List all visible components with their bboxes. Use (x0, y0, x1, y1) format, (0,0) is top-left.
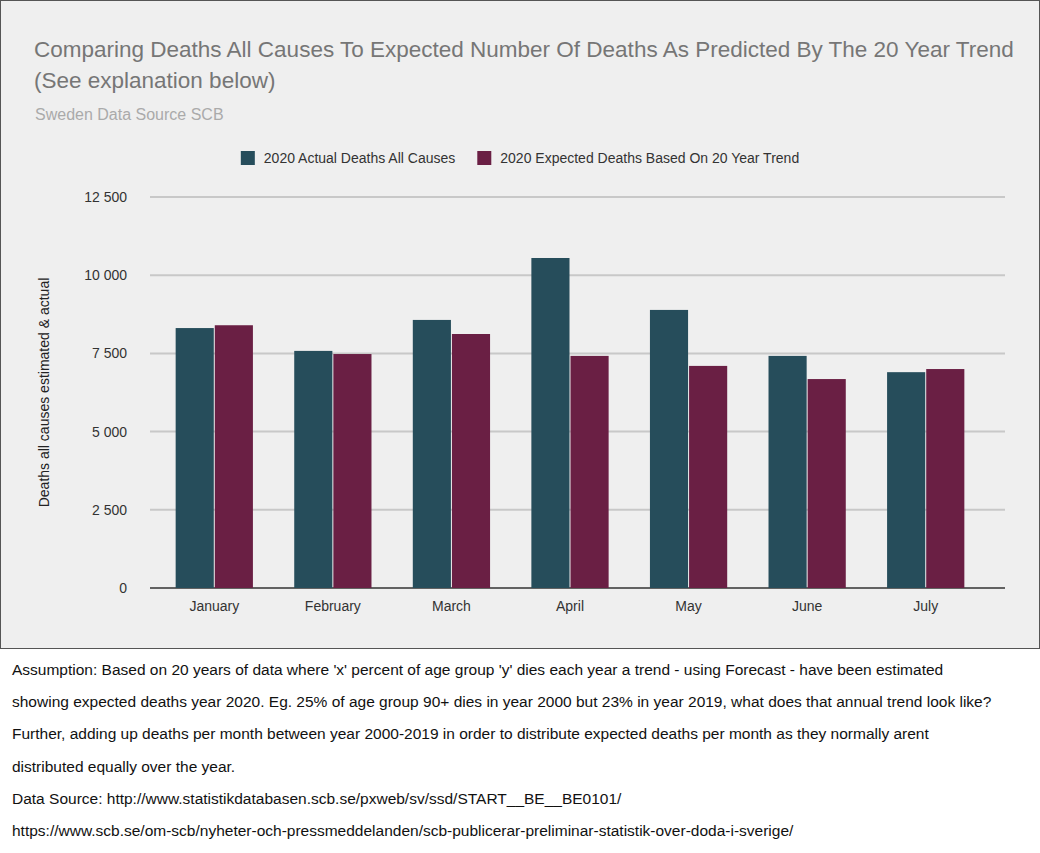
bar (452, 334, 490, 588)
y-tick-label: 0 (119, 580, 127, 596)
bar (926, 369, 964, 588)
legend-label: 2020 Actual Deaths All Causes (264, 150, 455, 166)
bar (333, 354, 371, 588)
note-line: distributed equally over the year. (12, 758, 235, 776)
x-axis: January February March April May June July (189, 598, 938, 614)
x-tick-label: February (305, 598, 361, 614)
y-tick-label: 7 500 (92, 345, 127, 361)
bar (689, 366, 727, 588)
x-tick-label: March (432, 598, 471, 614)
grid-line (150, 196, 1005, 198)
y-axis-label: Deaths all causes estimated & actual (36, 278, 52, 508)
y-tick-label: 12 500 (84, 189, 127, 205)
y-axis: 0 2 500 5 000 7 500 10 000 12 500 (84, 189, 1005, 596)
x-tick-label: April (556, 598, 584, 614)
chart-svg: 0 2 500 5 000 7 500 10 000 12 500 Deaths all c… (0, 0, 1040, 648)
bar (215, 325, 253, 588)
bar (413, 320, 451, 588)
note-line: Data Source: http://www.statistikdatabas… (12, 790, 621, 808)
note-line: showing expected deaths year 2020. Eg. 2… (12, 693, 991, 711)
bar (176, 328, 214, 588)
y-tick-label: 2 500 (92, 502, 127, 518)
y-tick-label: 10 000 (84, 267, 127, 283)
chart-subtitle: Sweden Data Source SCB (35, 106, 224, 124)
note-line: Further, adding up deaths per month betw… (12, 725, 929, 743)
grid-line (150, 274, 1005, 276)
bar (294, 351, 332, 588)
bars (176, 258, 965, 588)
chart-panel (0, 0, 1040, 649)
note-line: Assumption: Based on 20 years of data wh… (12, 661, 943, 679)
x-tick-label: May (675, 598, 701, 614)
bar (531, 258, 569, 588)
legend-label: 2020 Expected Deaths Based On 20 Year Tr… (500, 150, 799, 166)
legend-swatch (477, 151, 491, 165)
legend-swatch (241, 151, 255, 165)
bar (571, 356, 609, 588)
y-tick-label: 5 000 (92, 424, 127, 440)
chart-title: Comparing Deaths All Causes To Expected … (34, 34, 1024, 96)
x-tick-label: June (792, 598, 823, 614)
grid-line (150, 352, 1005, 354)
note-line: https://www.scb.se/om-scb/nyheter-och-pr… (12, 822, 793, 840)
bar (808, 379, 846, 588)
bar (887, 372, 925, 588)
bar (650, 310, 688, 588)
legend: 2020 Actual Deaths All Causes 2020 Expect… (241, 150, 799, 166)
x-tick-label: July (913, 598, 938, 614)
x-tick-label: January (189, 598, 239, 614)
bar (769, 356, 807, 588)
